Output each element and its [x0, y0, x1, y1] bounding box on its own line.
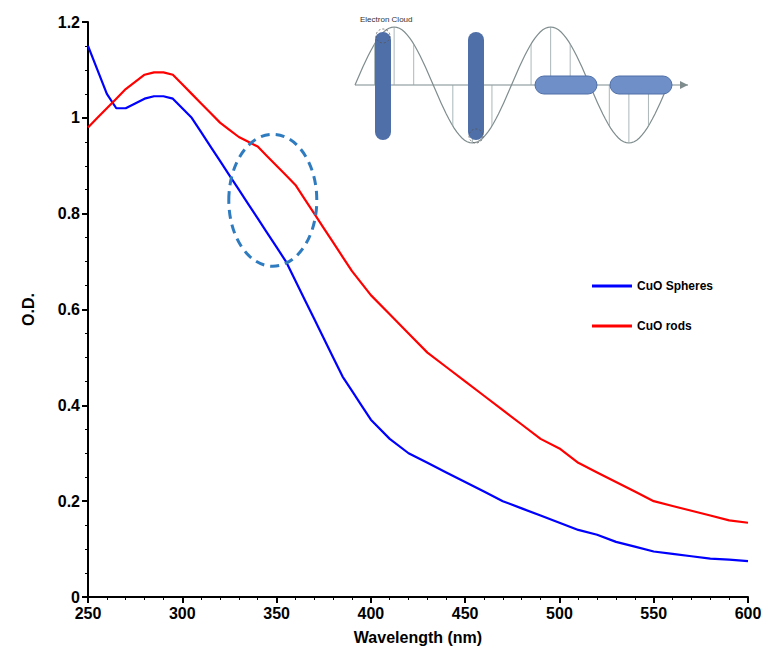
svg-text:0.2: 0.2: [58, 493, 80, 510]
svg-text:0.4: 0.4: [58, 397, 80, 414]
svg-text:1: 1: [71, 109, 80, 126]
svg-text:300: 300: [169, 605, 196, 622]
svg-text:550: 550: [640, 605, 667, 622]
svg-text:1.2: 1.2: [58, 14, 80, 31]
svg-text:450: 450: [452, 605, 479, 622]
svg-text:Wavelength (nm): Wavelength (nm): [354, 629, 482, 646]
svg-text:0.6: 0.6: [58, 301, 80, 318]
svg-text:400: 400: [358, 605, 385, 622]
svg-text:CuO Spheres: CuO Spheres: [637, 279, 713, 293]
svg-text:Electron Cloud: Electron Cloud: [360, 15, 412, 24]
svg-text:600: 600: [735, 605, 762, 622]
svg-text:500: 500: [546, 605, 573, 622]
svg-text:350: 350: [263, 605, 290, 622]
svg-text:0.8: 0.8: [58, 205, 80, 222]
svg-text:O.D.: O.D.: [20, 293, 37, 326]
svg-text:CuO rods: CuO rods: [637, 319, 692, 333]
svg-text:250: 250: [75, 605, 102, 622]
svg-text:0: 0: [71, 589, 80, 606]
